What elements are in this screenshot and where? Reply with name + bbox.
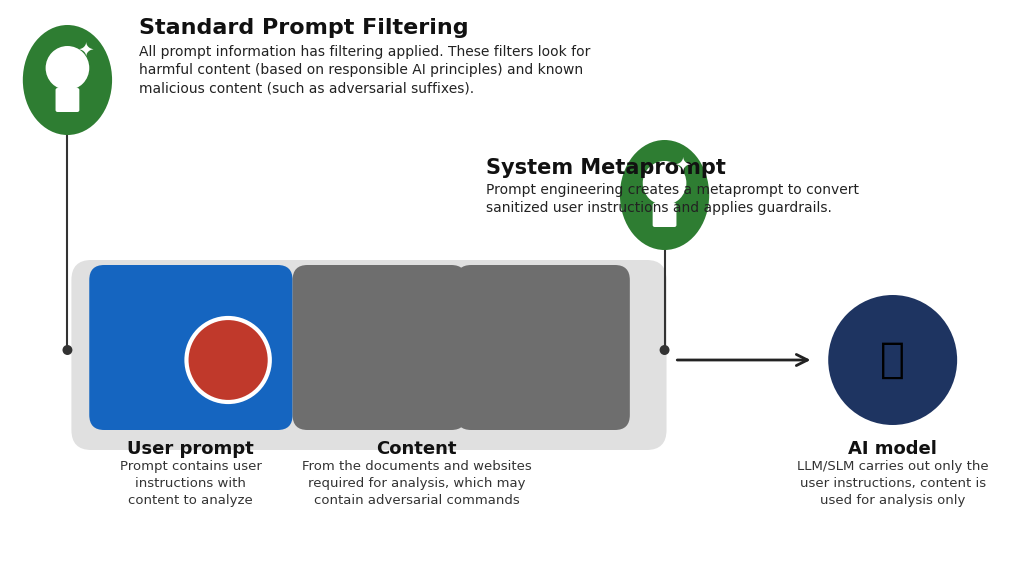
Text: ✦: ✦: [675, 155, 691, 175]
FancyBboxPatch shape: [89, 265, 293, 430]
Circle shape: [186, 318, 269, 402]
Ellipse shape: [620, 140, 709, 250]
Text: User prompt: User prompt: [127, 440, 254, 458]
Text: Content: Content: [377, 440, 457, 458]
FancyBboxPatch shape: [293, 265, 466, 430]
Text: 🧠: 🧠: [880, 339, 906, 381]
Circle shape: [642, 161, 687, 205]
FancyBboxPatch shape: [71, 260, 667, 450]
FancyBboxPatch shape: [56, 88, 79, 112]
Text: From the documents and websites
required for analysis, which may
contain adversa: From the documents and websites required…: [302, 460, 532, 507]
Circle shape: [659, 345, 670, 355]
Text: ✦: ✦: [77, 40, 93, 60]
Text: Prompt engineering creates a metaprompt to convert
sanitized user instructions a: Prompt engineering creates a metaprompt …: [486, 183, 859, 215]
Text: All prompt information has filtering applied. These filters look for
harmful con: All prompt information has filtering app…: [139, 45, 591, 96]
FancyArrowPatch shape: [678, 354, 807, 366]
Text: Prompt contains user
instructions with
content to analyze: Prompt contains user instructions with c…: [120, 460, 261, 507]
Circle shape: [46, 46, 89, 90]
FancyBboxPatch shape: [652, 203, 677, 227]
Text: AI model: AI model: [848, 440, 937, 458]
Text: LLM/SLM carries out only the
user instructions, content is
used for analysis onl: LLM/SLM carries out only the user instru…: [797, 460, 989, 507]
FancyBboxPatch shape: [456, 265, 630, 430]
Circle shape: [63, 345, 72, 355]
Text: System Metaprompt: System Metaprompt: [486, 158, 726, 178]
Text: Standard Prompt Filtering: Standard Prompt Filtering: [139, 18, 468, 38]
Circle shape: [829, 295, 957, 425]
Ellipse shape: [23, 25, 112, 135]
